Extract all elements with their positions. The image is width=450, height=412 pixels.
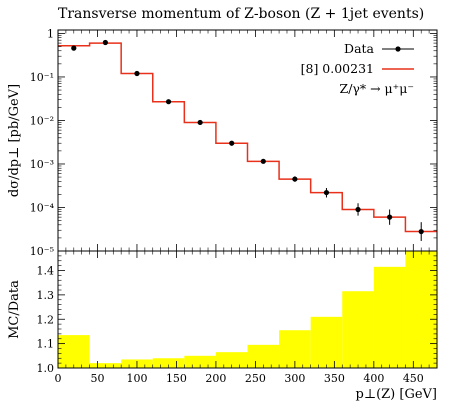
- chart-title: Transverse momentum of Z-boson (Z + 1jet…: [58, 6, 424, 22]
- x-axis-label: p⊥(Z) [GeV]: [356, 387, 437, 402]
- legend-process-label: Z/γ* → μ⁺μ⁻: [340, 81, 414, 96]
- data-point: [197, 119, 203, 126]
- legend-marker-data-point: [395, 46, 401, 52]
- ratio-y-tick-label: 1.0: [37, 362, 55, 375]
- data-point: [355, 206, 361, 213]
- main-y-axis-label: dσ/dp⊥ [pb/GeV]: [7, 84, 22, 197]
- ratio-band-bin: [215, 352, 248, 368]
- ratio-band-bin: [152, 358, 185, 368]
- ratio-band-bin: [373, 266, 406, 368]
- x-tick-label: 350: [324, 372, 345, 385]
- data-point: [102, 39, 108, 46]
- data-point: [71, 45, 77, 51]
- x-tick-label: 50: [90, 372, 104, 385]
- main-y-tick-label: 1: [47, 27, 54, 40]
- ratio-band-bin: [58, 335, 90, 368]
- data-point: [229, 140, 235, 146]
- ratio-y-tick-label: 1.2: [37, 313, 55, 326]
- ratio-band-bin: [310, 316, 343, 368]
- x-tick-label: 100: [126, 372, 147, 385]
- x-tick-label: 400: [363, 372, 384, 385]
- data-point: [134, 70, 140, 77]
- x-tick-label: 250: [245, 372, 266, 385]
- data-point: [418, 228, 424, 235]
- main-y-tick-label: 10⁻²: [30, 114, 54, 127]
- x-tick-label: 300: [284, 372, 305, 385]
- x-tick-label: 0: [55, 372, 62, 385]
- main-y-tick-label: 10⁻¹: [30, 71, 54, 84]
- x-tick-label: 200: [205, 372, 226, 385]
- ratio-y-tick-label: 1.3: [37, 289, 55, 302]
- ratio-y-tick-label: 1.1: [37, 338, 55, 351]
- main-y-tick-label: 10⁻³: [30, 158, 54, 171]
- x-tick-label: 150: [166, 372, 187, 385]
- legend-label-data: Data: [344, 41, 374, 56]
- ratio-y-tick-label: 1.4: [37, 265, 55, 278]
- data-point: [260, 158, 266, 164]
- data-point: [323, 189, 330, 196]
- ratio-y-axis-label: MC/Data: [7, 280, 22, 339]
- data-point: [165, 99, 172, 105]
- legend-label-mc: [8] 0.00231: [301, 61, 374, 76]
- ratio-band-bin: [342, 291, 374, 368]
- mc-histogram-line: [58, 42, 437, 233]
- data-point: [387, 214, 393, 220]
- main-y-tick-label: 10⁻⁵: [30, 245, 54, 258]
- main-y-tick-label: 10⁻⁴: [30, 201, 55, 214]
- x-tick-label: 450: [403, 372, 424, 385]
- ratio-band-bin: [405, 251, 437, 368]
- data-point: [292, 176, 298, 182]
